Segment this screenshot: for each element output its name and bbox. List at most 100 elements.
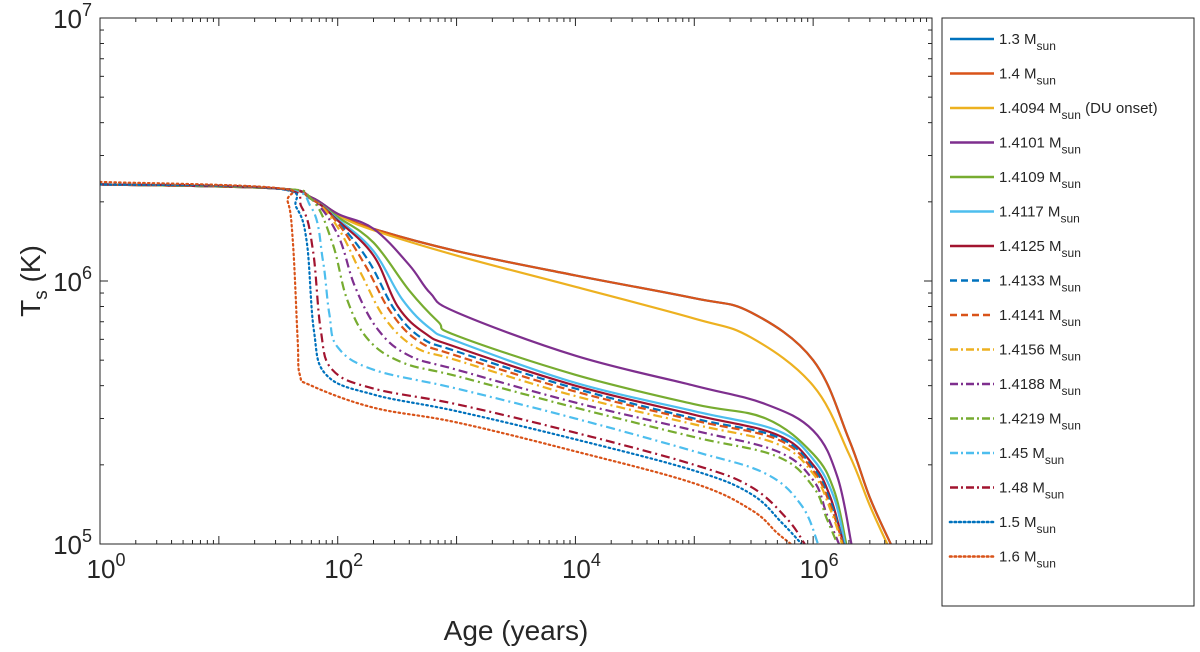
legend-entry-7: 1.4125 Msun xyxy=(950,238,1081,260)
legend-label-sub: sun xyxy=(1037,557,1056,571)
legend-entry-6: 1.4117 Msun xyxy=(950,204,1080,226)
x-tick-label-2-base: 10 xyxy=(324,554,353,584)
legend-label-main: 1.4219 M xyxy=(999,411,1062,428)
legend-label-14: 1.48 Msun xyxy=(999,480,1064,502)
legend-label-sub: sun xyxy=(1062,384,1081,398)
legend-entry-10: 1.4156 Msun xyxy=(950,342,1081,364)
plot-area xyxy=(100,18,932,544)
x-tick-label-2: 102 xyxy=(324,550,363,584)
x-tick-label-3: 104 xyxy=(562,550,601,584)
legend-label-sub: sun xyxy=(1062,108,1081,122)
x-tick-label-4: 106 xyxy=(800,550,839,584)
y-tick-label-1-exp: 5 xyxy=(82,526,92,546)
series-line-12 xyxy=(100,183,839,544)
legend-label-3: 1.4094 Msun (DU onset) xyxy=(999,100,1158,122)
legend-label-main: 1.6 M xyxy=(999,549,1037,566)
legend-entry-5: 1.4109 Msun xyxy=(950,169,1081,191)
y-axis-title-main: T xyxy=(15,300,46,317)
y-tick-label-1: 105 xyxy=(53,526,92,560)
legend-label-sub: sun xyxy=(1062,281,1081,295)
series-line-13 xyxy=(100,183,820,544)
legend-label-main: 1.48 M xyxy=(999,480,1045,497)
legend-entry-12: 1.4219 Msun xyxy=(950,411,1081,433)
series-line-16 xyxy=(100,180,793,544)
legend-label-10: 1.4156 Msun xyxy=(999,342,1081,364)
legend-label-main: 1.4117 M xyxy=(999,204,1060,221)
legend-label-main: 1.4125 M xyxy=(999,238,1062,255)
legend-label-main: 1.4133 M xyxy=(999,273,1062,290)
series-line-14 xyxy=(100,183,806,544)
legend-entry-15: 1.5 Msun xyxy=(948,514,1056,536)
legend-label-sub: sun xyxy=(1060,212,1079,226)
legend-label-sub: sun xyxy=(1045,488,1064,502)
legend-entry-9: 1.4141 Msun xyxy=(950,307,1081,329)
legend-label-main: 1.4156 M xyxy=(999,342,1062,359)
legend-label-9: 1.4141 Msun xyxy=(999,307,1081,329)
legend-entry-13: 1.45 Msun xyxy=(950,445,1064,467)
legend-label-12: 1.4219 Msun xyxy=(999,411,1081,433)
legend-label-main: 1.45 M xyxy=(999,445,1045,462)
legend-label-8: 1.4133 Msun xyxy=(999,273,1081,295)
legend-box xyxy=(941,17,1195,607)
legend-label-main: 1.4101 M xyxy=(999,135,1062,152)
y-tick-label-3-exp: 7 xyxy=(82,0,92,20)
legend-label-11: 1.4188 Msun xyxy=(999,376,1081,398)
legend-label-suffix: (DU onset) xyxy=(1081,100,1158,117)
y-axis-title-group: Ts (K) xyxy=(15,245,52,317)
x-tick-label-4-exp: 6 xyxy=(829,550,839,570)
tick-layer xyxy=(99,17,933,545)
y-tick-label-1-base: 10 xyxy=(53,530,82,560)
legend-label-13: 1.45 Msun xyxy=(999,445,1064,467)
legend-entry-11: 1.4188 Msun xyxy=(950,376,1081,398)
legend-label-sub: sun xyxy=(1045,453,1064,467)
y-tick-label-2: 106 xyxy=(53,263,92,297)
legend-entry-3: 1.4094 Msun (DU onset) xyxy=(950,100,1158,122)
legend-label-main: 1.5 M xyxy=(999,514,1037,531)
legend-label-sub: sun xyxy=(1062,350,1081,364)
y-tick-label-3-base: 10 xyxy=(53,4,82,34)
legend-label-6: 1.4117 Msun xyxy=(999,204,1080,226)
y-axis-title-sub: s xyxy=(31,290,52,300)
legend-entry-16: 1.6 Msun xyxy=(948,549,1056,571)
x-tick-label-1-base: 10 xyxy=(87,554,116,584)
legend-label-2: 1.4 Msun xyxy=(999,66,1056,88)
legend-label-5: 1.4109 Msun xyxy=(999,169,1081,191)
x-tick-label-3-base: 10 xyxy=(562,554,591,584)
legend-label-1: 1.3 Msun xyxy=(999,31,1056,53)
y-tick-label-2-exp: 6 xyxy=(82,263,92,283)
legend-label-main: 1.4188 M xyxy=(999,376,1062,393)
legend-label-sub: sun xyxy=(1037,522,1056,536)
legend-label-7: 1.4125 Msun xyxy=(999,238,1081,260)
x-tick-label-2-exp: 2 xyxy=(353,550,363,570)
legend-entry-4: 1.4101 Msun xyxy=(950,135,1081,157)
legend-label-main: 1.4 M xyxy=(999,66,1037,83)
series-layer xyxy=(100,180,892,544)
legend-entry-1: 1.3 Msun xyxy=(950,31,1056,53)
legend-label-main: 1.4109 M xyxy=(999,169,1062,186)
legend-entry-8: 1.4133 Msun xyxy=(950,273,1081,295)
y-axis-title-tail: (K) xyxy=(15,245,46,290)
legend-label-sub: sun xyxy=(1062,419,1081,433)
legend-label-sub: sun xyxy=(1037,74,1056,88)
legend-label-sub: sun xyxy=(1062,143,1081,157)
legend-label-main: 1.4094 M xyxy=(999,100,1062,117)
legend-label-4: 1.4101 Msun xyxy=(999,135,1081,157)
x-tick-label-1-exp: 0 xyxy=(115,550,125,570)
x-tick-label-4-base: 10 xyxy=(800,554,829,584)
x-axis-title: Age (years) xyxy=(444,615,589,646)
legend-label-sub: sun xyxy=(1062,177,1081,191)
series-line-15 xyxy=(100,183,803,544)
y-tick-label-3: 107 xyxy=(53,0,92,34)
legend-label-main: 1.3 M xyxy=(999,31,1037,48)
legend-entry-2: 1.4 Msun xyxy=(950,66,1056,88)
legend-entry-14: 1.48 Msun xyxy=(950,480,1064,502)
legend-label-main: 1.4141 M xyxy=(999,307,1062,324)
x-tick-label-3-exp: 4 xyxy=(591,550,601,570)
y-tick-label-2-base: 10 xyxy=(53,267,82,297)
legend-label-sub: sun xyxy=(1062,315,1081,329)
y-axis-title: Ts (K) xyxy=(15,245,52,317)
